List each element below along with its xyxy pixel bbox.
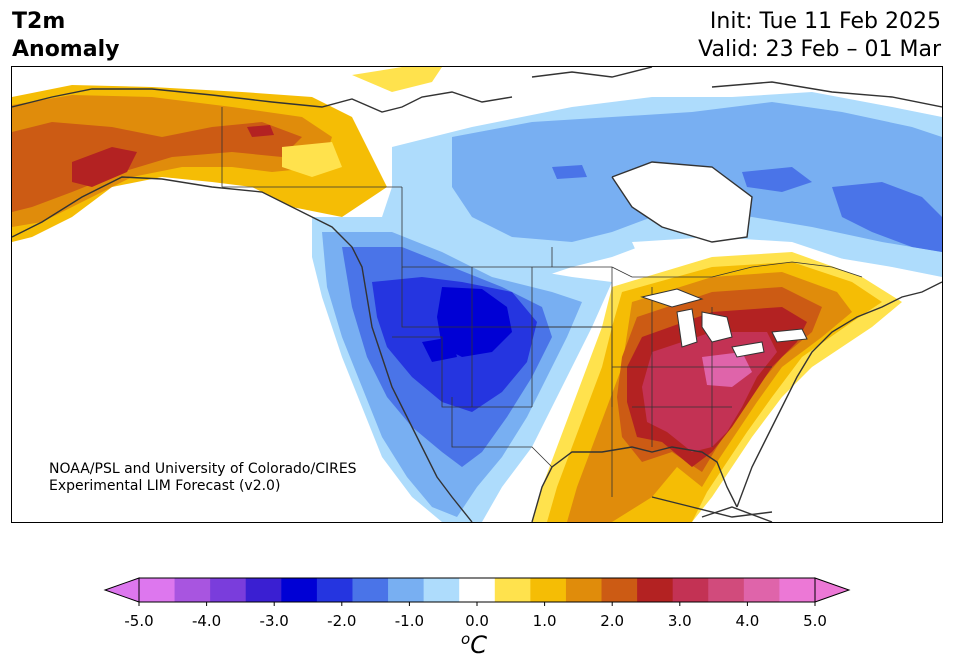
colorbar-swatch <box>743 578 780 602</box>
valid-date: Valid: 23 Feb – 01 Mar <box>698 37 941 62</box>
colorbar-swatch <box>459 578 496 602</box>
colorbar-tick-label: 0.0 <box>465 612 489 630</box>
map-canvas <box>12 67 942 522</box>
title-variable: T2m Anomaly <box>12 8 119 64</box>
cold-light-hudson <box>552 165 587 179</box>
colorbar-swatch <box>672 578 709 602</box>
colorbar-tick-label: -1.0 <box>394 612 425 630</box>
political-borders <box>221 107 863 497</box>
neutral-hudson-bay <box>612 162 752 242</box>
colorbar-extend-high <box>814 577 851 603</box>
title-variable-line1: T2m <box>12 9 66 34</box>
colorbar-swatch <box>245 578 282 602</box>
warm-region-arctic <box>352 67 442 92</box>
colorbar-swatch <box>352 578 389 602</box>
colorbar <box>103 577 851 606</box>
warm-region-alaska-strong <box>12 122 302 212</box>
colorbar-swatch <box>601 578 638 602</box>
great-lakes <box>640 288 808 358</box>
colorbar-tick-label: -2.0 <box>327 612 357 630</box>
colorbar-swatch <box>281 578 318 602</box>
colorbar-swatch <box>210 578 247 602</box>
warm-region-yukon-faint <box>282 142 342 177</box>
anomaly-map <box>11 66 943 523</box>
units-base: C <box>470 631 487 659</box>
colorbar-swatch <box>494 578 531 602</box>
colorbar-tick-label: -5.0 <box>124 612 154 630</box>
credit: NOAA/PSL and University of Colorado/CIRE… <box>49 461 357 495</box>
colorbar-tick-label: 3.0 <box>667 612 692 630</box>
cold-strong-west2 <box>422 337 457 362</box>
colorbar-swatch <box>316 578 353 602</box>
colorbar-extend-low <box>103 577 140 603</box>
colorbar-swatch <box>708 578 745 602</box>
colorbar-swatch <box>779 578 816 602</box>
colorbar-tick-label: 5.0 <box>803 612 827 630</box>
colorbar-tick-label: 1.0 <box>532 612 557 630</box>
colorbar-tick-label: 2.0 <box>600 612 625 630</box>
colorbar-swatch <box>423 578 460 602</box>
title-dates: Init: Tue 11 Feb 2025 Valid: 23 Feb – 01… <box>698 8 941 64</box>
colorbar-swatch <box>174 578 211 602</box>
units-degree: o <box>461 630 471 648</box>
colorbar-tick-label: -4.0 <box>191 612 222 630</box>
colorbar-swatch <box>139 578 176 602</box>
colorbar-units: oC <box>461 630 487 659</box>
colorbar-swatch <box>637 578 674 602</box>
colorbar-swatch <box>530 578 567 602</box>
cold-light-quebec <box>832 182 942 252</box>
colorbar-tick-label: 4.0 <box>735 612 760 630</box>
init-date: Init: Tue 11 Feb 2025 <box>709 9 941 34</box>
colorbar-swatch <box>388 578 425 602</box>
colorbar-tick-label: -3.0 <box>259 612 289 630</box>
warm-region-alaska-hot <box>72 147 137 187</box>
cold-light-canada-patch <box>742 167 812 192</box>
credit-line2: Experimental LIM Forecast (v2.0) <box>49 478 281 494</box>
cold-strong-west <box>437 287 512 357</box>
credit-line1: NOAA/PSL and University of Colorado/CIRE… <box>49 461 357 477</box>
coastlines <box>12 67 942 522</box>
warm-region-yukon-hot <box>247 125 274 137</box>
colorbar-swatch <box>565 578 603 602</box>
hottest-east <box>702 352 752 387</box>
title-variable-line2: Anomaly <box>12 37 120 62</box>
